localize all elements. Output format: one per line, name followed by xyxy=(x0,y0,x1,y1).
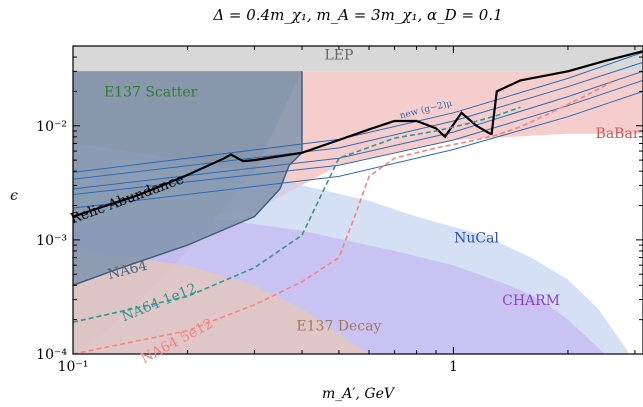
label-lep: LEP xyxy=(324,48,353,64)
region-na64 xyxy=(73,71,302,286)
series-new-g-2-band-4 xyxy=(73,51,643,173)
label-charm: CHARM xyxy=(502,293,560,309)
series-new-g-2-band-2 xyxy=(73,70,643,190)
y-tick-label: 10⁻² xyxy=(36,119,67,135)
chart-title: Δ = 0.4m_χ₁, m_A = 3m_χ₁, α_D = 0.1 xyxy=(213,6,503,24)
region-e137-decay xyxy=(73,250,369,354)
x-tick-label: 10⁻¹ xyxy=(58,359,89,375)
axes: 10⁻¹ 1 10⁻⁴ 10⁻³ 10⁻² xyxy=(36,45,643,375)
label-e137-decay: E137 Decay xyxy=(296,319,381,335)
y-tick-label: 10⁻³ xyxy=(36,233,67,249)
series-new-g-2-band-3 xyxy=(73,61,643,180)
series-new-g-2-band-0 xyxy=(73,79,643,195)
plot-area xyxy=(73,46,643,354)
series-new-g-2-band-1 xyxy=(73,90,643,209)
plot-frame xyxy=(72,45,643,355)
x-tick-label: 1 xyxy=(449,359,458,375)
x-axis-label: m_A′, GeV xyxy=(322,386,396,402)
y-tick-label: 10⁻⁴ xyxy=(36,347,67,363)
label-nucal: NuCal xyxy=(454,230,499,246)
region-lep xyxy=(73,46,643,72)
y-axis-label: ϵ xyxy=(10,188,18,204)
series-relic-abundance xyxy=(73,50,643,218)
series-na64-5e12 xyxy=(73,81,612,354)
na64-boundary xyxy=(73,71,303,286)
label-e137-scatter: E137 Scatter xyxy=(104,85,198,101)
label-babar: BaBar xyxy=(596,126,640,142)
